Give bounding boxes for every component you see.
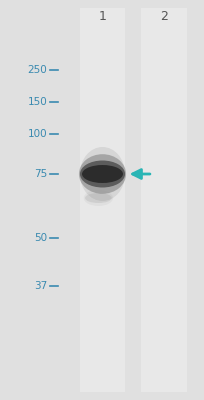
Text: 2: 2 xyxy=(159,10,167,23)
Ellipse shape xyxy=(80,160,124,188)
Ellipse shape xyxy=(80,147,124,201)
Text: 100: 100 xyxy=(27,129,47,139)
Text: 1: 1 xyxy=(98,10,106,23)
Text: 250: 250 xyxy=(27,65,47,75)
Bar xyxy=(141,8,186,392)
Text: 50: 50 xyxy=(34,233,47,243)
Text: 37: 37 xyxy=(34,281,47,291)
Text: 150: 150 xyxy=(27,97,47,107)
Text: 75: 75 xyxy=(34,169,47,179)
Bar xyxy=(80,8,124,392)
Ellipse shape xyxy=(79,154,125,194)
Ellipse shape xyxy=(82,165,122,183)
Ellipse shape xyxy=(85,193,111,203)
Ellipse shape xyxy=(83,190,113,206)
